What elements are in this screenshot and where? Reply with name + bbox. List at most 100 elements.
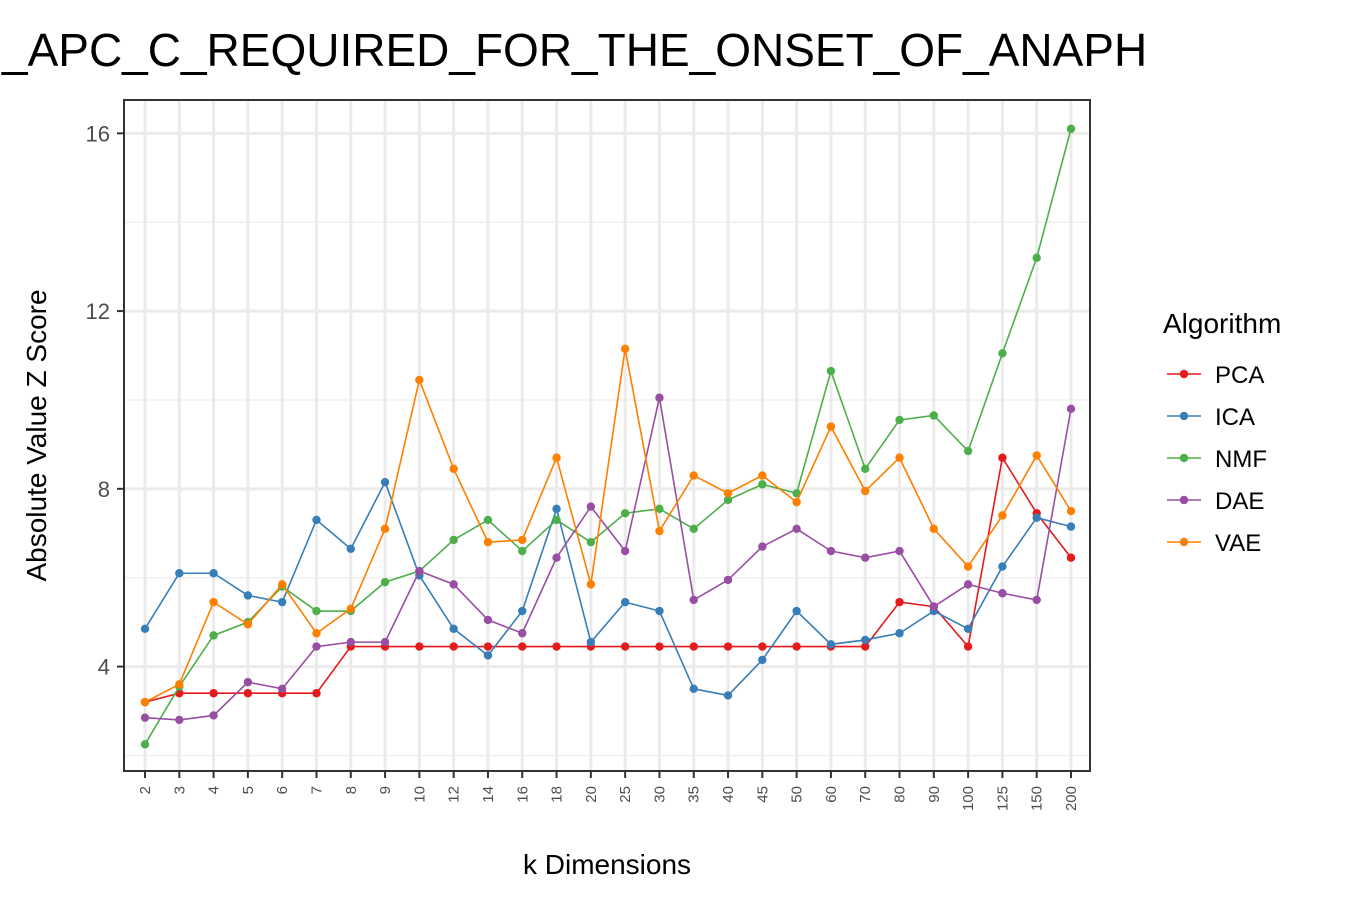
point-vae	[140, 697, 150, 707]
x-tick-label: 14	[480, 786, 497, 803]
point-ica	[723, 691, 733, 700]
point-ica	[518, 606, 527, 616]
point-dae	[312, 642, 321, 651]
x-tick-label: 90	[926, 786, 943, 803]
point-pca	[483, 642, 493, 651]
legend-key-point-nmf	[1179, 453, 1189, 463]
point-pca	[758, 642, 767, 651]
x-axis-title: k Dimensions	[523, 849, 691, 880]
point-dae	[998, 589, 1007, 598]
x-tick-label: 100	[960, 786, 977, 811]
point-dae	[826, 546, 836, 556]
series-line-dae	[144, 397, 1072, 721]
point-ica	[312, 515, 321, 525]
x-tick-label: 8	[343, 786, 360, 794]
legend-label-pca: PCA	[1215, 362, 1264, 389]
y-tick-label: 4	[98, 655, 110, 680]
point-vae	[861, 486, 870, 496]
point-nmf	[380, 577, 390, 587]
legend-label-ica: ICA	[1215, 404, 1255, 431]
legend: Algorithm PCA ICA NMF DAE VAE	[1163, 308, 1281, 557]
point-vae	[518, 535, 527, 545]
point-pca	[861, 642, 870, 651]
point-dae	[380, 637, 390, 647]
point-nmf	[1066, 124, 1076, 134]
point-ica	[243, 591, 253, 600]
x-tick-label: 80	[892, 786, 909, 803]
point-ica	[689, 684, 698, 693]
point-nmf	[963, 446, 973, 456]
x-tick-label: 30	[651, 786, 668, 803]
point-ica	[346, 544, 355, 554]
point-ica	[998, 562, 1007, 571]
point-vae	[723, 489, 733, 498]
series-line-pca	[144, 455, 1072, 703]
point-pca	[518, 642, 527, 651]
point-dae	[243, 677, 253, 687]
grid-major	[124, 100, 1090, 771]
x-tick-label: 12	[446, 786, 463, 803]
legend-item-vae: VAE	[1167, 530, 1261, 557]
point-ica	[586, 637, 596, 647]
legend-title: Algorithm	[1163, 308, 1281, 339]
point-nmf	[792, 489, 801, 498]
point-pca	[963, 642, 973, 651]
x-tick-label: 20	[583, 786, 600, 803]
point-dae	[689, 595, 698, 605]
x-tick-label: 200	[1063, 786, 1080, 811]
point-dae	[518, 629, 527, 638]
legend-key-point-pca	[1179, 369, 1189, 379]
point-vae	[1066, 506, 1076, 516]
point-vae	[415, 375, 424, 385]
x-tick-label: 7	[308, 786, 325, 794]
legend-label-dae: DAE	[1215, 488, 1264, 515]
point-pca	[243, 689, 253, 698]
point-ica	[963, 624, 973, 634]
point-pca	[895, 597, 904, 607]
y-tick-label: 12	[86, 299, 110, 324]
point-vae	[209, 597, 218, 607]
point-dae	[655, 393, 664, 402]
point-nmf	[723, 495, 733, 505]
point-pca	[552, 642, 561, 651]
legend-item-nmf: NMF	[1167, 446, 1267, 473]
point-nmf	[140, 740, 150, 749]
point-dae	[140, 713, 150, 722]
point-dae	[963, 580, 973, 589]
legend-key-point-dae	[1179, 495, 1189, 505]
point-dae	[1032, 595, 1041, 605]
series-line-ica	[144, 480, 1072, 697]
x-tick-label: 60	[823, 786, 840, 803]
point-nmf	[483, 515, 493, 525]
point-vae	[758, 471, 767, 480]
point-vae	[963, 562, 973, 571]
point-dae	[277, 684, 287, 693]
point-vae	[346, 604, 355, 614]
point-ica	[826, 640, 836, 649]
point-vae	[552, 453, 561, 462]
point-dae	[620, 546, 630, 556]
point-pca	[209, 689, 218, 698]
x-tick-label: 70	[857, 786, 874, 803]
x-tick-label: 10	[411, 786, 428, 803]
legend-label-nmf: NMF	[1215, 446, 1267, 473]
point-pca	[312, 689, 321, 698]
point-nmf	[552, 515, 561, 525]
point-pca	[723, 642, 733, 651]
point-ica	[449, 624, 458, 634]
panel-border	[123, 99, 1091, 772]
x-tick-label: 3	[171, 786, 188, 794]
point-vae	[620, 344, 630, 354]
point-ica	[277, 597, 287, 607]
point-nmf	[1032, 253, 1041, 262]
point-vae	[998, 511, 1007, 520]
point-vae	[1032, 451, 1041, 460]
x-tick-label: 9	[377, 786, 394, 794]
point-vae	[380, 524, 390, 534]
point-nmf	[620, 509, 630, 518]
point-vae	[175, 680, 184, 689]
x-tick-label: 35	[686, 786, 703, 803]
x-tick-label: 125	[994, 786, 1011, 811]
point-dae	[586, 502, 596, 511]
